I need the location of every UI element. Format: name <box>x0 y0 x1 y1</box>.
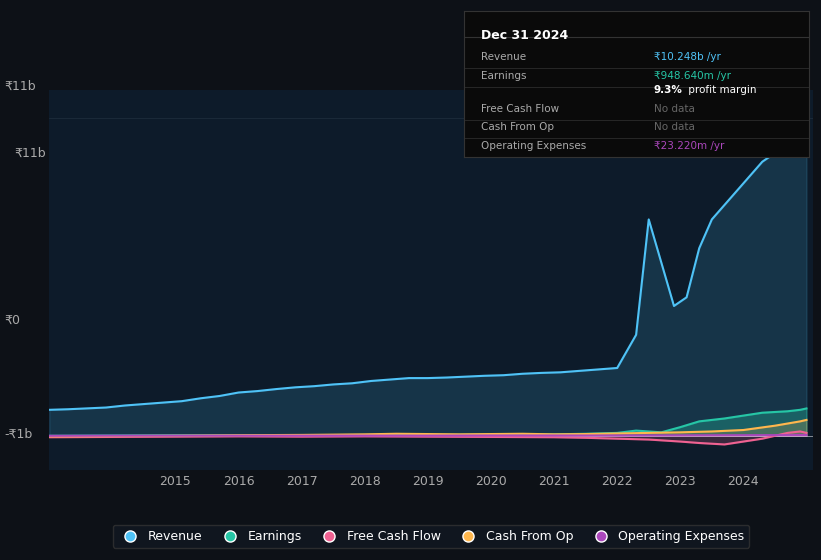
Text: ₹11b: ₹11b <box>14 147 45 160</box>
Text: ₹0: ₹0 <box>4 314 20 327</box>
Text: ₹10.248b /yr: ₹10.248b /yr <box>654 52 720 62</box>
Text: No data: No data <box>654 122 695 132</box>
Text: Operating Expenses: Operating Expenses <box>481 141 586 151</box>
Text: Revenue: Revenue <box>481 52 526 62</box>
Text: Free Cash Flow: Free Cash Flow <box>481 104 559 114</box>
Legend: Revenue, Earnings, Free Cash Flow, Cash From Op, Operating Expenses: Revenue, Earnings, Free Cash Flow, Cash … <box>112 525 750 548</box>
Text: Earnings: Earnings <box>481 71 526 81</box>
Text: ₹948.640m /yr: ₹948.640m /yr <box>654 71 731 81</box>
Text: Cash From Op: Cash From Op <box>481 122 554 132</box>
Text: profit margin: profit margin <box>685 86 756 95</box>
Text: -₹1b: -₹1b <box>4 427 32 441</box>
Text: ₹23.220m /yr: ₹23.220m /yr <box>654 141 724 151</box>
Text: Dec 31 2024: Dec 31 2024 <box>481 29 568 41</box>
Text: No data: No data <box>654 104 695 114</box>
Text: 9.3%: 9.3% <box>654 86 682 95</box>
Text: ₹11b: ₹11b <box>4 80 36 94</box>
